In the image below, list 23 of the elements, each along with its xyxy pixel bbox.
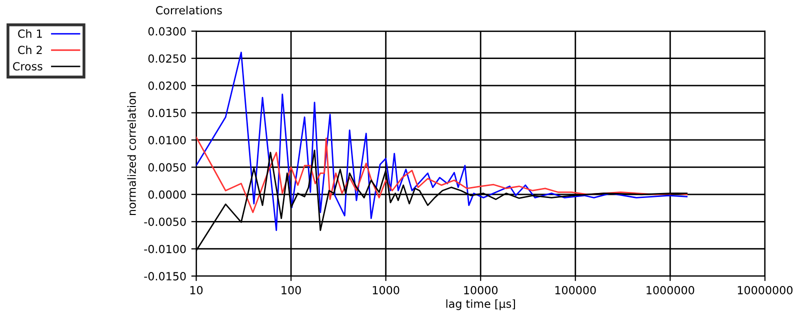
- y-tick-label: 0.0050: [148, 163, 186, 172]
- y-tick-label: 0.0250: [148, 54, 186, 63]
- x-tick-label: 10000: [464, 286, 498, 294]
- x-tick-label: 10: [190, 286, 203, 294]
- y-axis-title: normalized correlation: [127, 92, 136, 216]
- y-tick-label: 0.0150: [148, 108, 186, 118]
- x-tick-label: 100000: [555, 286, 596, 294]
- x-tick-label: 10000000: [738, 286, 792, 294]
- y-tick-label: 0.0000: [148, 190, 186, 199]
- y-tick-label: -0.0100: [144, 244, 186, 254]
- x-axis-title: lag time [µs]: [446, 299, 515, 310]
- legend-label: Ch 1: [18, 29, 42, 38]
- chart-title: Correlations: [156, 6, 222, 14]
- y-tick-label: 0.0200: [148, 82, 186, 90]
- legend-label: Cross: [13, 62, 42, 70]
- y-tick-label: -0.0150: [144, 272, 186, 280]
- x-tick-label: 1000000: [646, 286, 694, 294]
- x-tick-label: 100: [282, 286, 301, 294]
- y-tick-label: -0.0050: [144, 218, 186, 226]
- legend-label: Ch 2: [18, 46, 42, 54]
- y-tick-label: 0.0100: [148, 136, 186, 144]
- y-tick-label: 0.0300: [148, 27, 186, 36]
- x-tick-label: 1000: [372, 286, 400, 294]
